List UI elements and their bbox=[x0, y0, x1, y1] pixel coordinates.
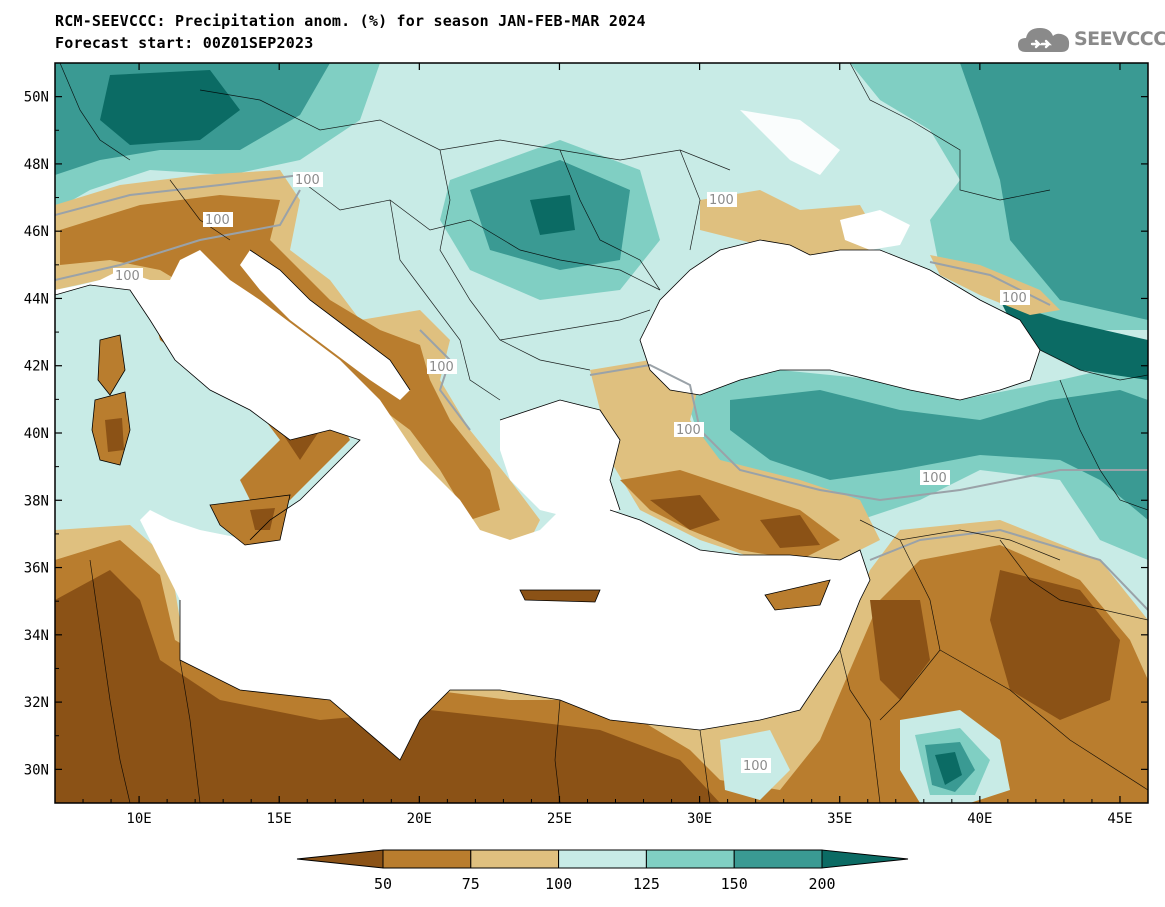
lon-tick-label: 40E bbox=[967, 811, 992, 827]
lat-tick-label: 46N bbox=[24, 224, 49, 240]
country-borders bbox=[59, 63, 1148, 803]
lat-tick-label: 50N bbox=[24, 90, 49, 106]
lat-tick-label: 34N bbox=[24, 628, 49, 644]
anomaly-field bbox=[55, 63, 1148, 803]
contour-label: 100 bbox=[743, 759, 768, 774]
lat-tick-label: 44N bbox=[24, 291, 49, 307]
logo-text: SEEVCCC bbox=[1074, 28, 1165, 50]
contour-label: 100 bbox=[709, 193, 734, 208]
lon-tick-label: 30E bbox=[687, 811, 712, 827]
contour-label: 100 bbox=[922, 471, 947, 486]
lat-tick-label: 36N bbox=[24, 561, 49, 577]
coastlines bbox=[55, 239, 1041, 761]
longitude-axis: 10E 15E 20E 25E 30E 35E 40E 45E bbox=[54, 63, 1149, 827]
contour-labels: 100 100 100 100 100 100 100 100 100 bbox=[113, 172, 1030, 774]
contour-label: 100 bbox=[205, 213, 230, 228]
colorbar-segment bbox=[470, 849, 560, 869]
colorbar-segment bbox=[645, 849, 735, 869]
contour-label: 100 bbox=[429, 360, 454, 375]
colorbar-label: 100 bbox=[545, 875, 572, 893]
lat-tick-label: 48N bbox=[24, 157, 49, 173]
map-title: RCM-SEEVCCC: Precipitation anom. (%) for… bbox=[55, 12, 646, 30]
lon-tick-label: 25E bbox=[547, 811, 572, 827]
contour-label: 100 bbox=[115, 269, 140, 284]
latitude-axis: 50N 48N 46N 44N 42N 40N 38N 36N 34N 32N 30N bbox=[24, 62, 1148, 804]
lon-tick-label: 35E bbox=[827, 811, 852, 827]
contour-label: 100 bbox=[295, 173, 320, 188]
colorbar-segment bbox=[733, 849, 823, 869]
colorbar-label: 50 bbox=[374, 875, 392, 893]
contour-label: 100 bbox=[1002, 291, 1027, 306]
lon-tick-label: 20E bbox=[407, 811, 432, 827]
forecast-start-label: Forecast start: 00Z01SEP2023 bbox=[55, 34, 314, 52]
lat-tick-label: 42N bbox=[24, 359, 49, 375]
lat-tick-label: 38N bbox=[24, 493, 49, 509]
colorbar: 50 75 100 125 150 200 bbox=[296, 849, 909, 893]
colorbar-segment bbox=[558, 849, 647, 869]
lat-tick-label: 30N bbox=[24, 762, 49, 778]
lat-tick-label: 40N bbox=[24, 426, 49, 442]
colorbar-segment bbox=[382, 849, 472, 869]
lon-tick-label: 10E bbox=[126, 811, 151, 827]
lon-tick-label: 45E bbox=[1107, 811, 1132, 827]
cloud-icon bbox=[1018, 28, 1070, 52]
colorbar-upper-extend bbox=[821, 849, 909, 869]
colorbar-label: 200 bbox=[808, 875, 835, 893]
lat-tick-label: 32N bbox=[24, 695, 49, 711]
colorbar-label: 150 bbox=[721, 875, 748, 893]
colorbar-label: 125 bbox=[633, 875, 660, 893]
colorbar-lower-extend bbox=[296, 849, 384, 869]
colorbar-label: 75 bbox=[462, 875, 480, 893]
contour-label: 100 bbox=[676, 423, 701, 438]
lon-tick-label: 15E bbox=[267, 811, 292, 827]
seevccc-logo: SEEVCCC bbox=[1016, 20, 1165, 60]
